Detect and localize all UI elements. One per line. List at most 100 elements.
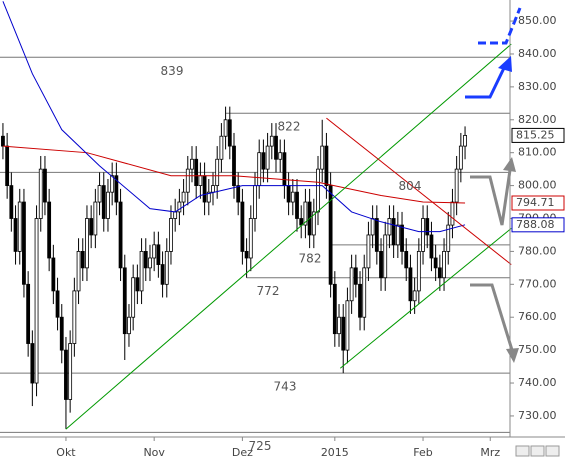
candle-body	[215, 158, 220, 186]
candle-body	[454, 168, 459, 203]
annotations	[465, 7, 522, 363]
candle-body	[114, 175, 119, 203]
candle-body	[194, 158, 199, 186]
candle-body	[93, 201, 98, 236]
candle-body	[463, 135, 467, 147]
y-tick-label: 730.00	[518, 409, 557, 422]
candle-body	[22, 201, 26, 285]
candle-body	[387, 218, 392, 236]
y-tick-label: 850.00	[518, 14, 557, 27]
candle-body	[47, 201, 52, 259]
candle-body	[412, 290, 417, 302]
x-tick-label: Dez	[232, 446, 253, 459]
candle-body	[328, 185, 333, 285]
candle-body	[374, 218, 379, 252]
arrowhead	[503, 157, 516, 172]
candle-body	[400, 224, 404, 252]
overlay-line	[326, 117, 512, 265]
candle-body	[139, 251, 144, 292]
candle-body	[286, 185, 291, 203]
candle-body	[169, 218, 173, 252]
candle-body	[295, 191, 299, 219]
level-label: 822	[278, 120, 301, 134]
candle-body	[253, 185, 257, 219]
arrow-gray-2	[470, 283, 514, 351]
candle-body	[206, 191, 211, 203]
toolbar[interactable]	[515, 445, 560, 457]
x-tick-label: 2015	[321, 446, 349, 459]
price-label: 815.25	[516, 128, 555, 141]
candle-body	[64, 349, 68, 400]
level-label: 839	[161, 64, 184, 78]
tool-button[interactable]	[545, 445, 560, 457]
candle-body	[9, 185, 14, 219]
candle-body	[232, 145, 236, 186]
candle-body	[274, 135, 278, 160]
candle-body	[106, 191, 110, 219]
arrow-up	[465, 67, 506, 99]
candle-body	[219, 135, 224, 160]
candle-body	[89, 218, 94, 236]
y-tick-label: 750.00	[518, 343, 557, 356]
candle-body	[320, 145, 325, 170]
candle-body	[38, 168, 43, 219]
candle-body	[299, 218, 304, 226]
x-tick-label: Feb	[413, 446, 432, 459]
candle-body	[257, 152, 262, 186]
candle-body	[177, 201, 182, 213]
arrowhead	[506, 348, 519, 363]
candle-body	[332, 283, 337, 335]
y-tick-label: 770.00	[518, 277, 557, 290]
x-tick-label: Okt	[56, 446, 76, 459]
overlay-line	[339, 227, 512, 369]
candle-body	[127, 316, 131, 335]
candle-body	[416, 251, 421, 292]
candle-body	[51, 257, 56, 292]
y-tick-label: 760.00	[518, 310, 557, 323]
overlay-line	[65, 43, 512, 430]
candle-body	[190, 158, 194, 170]
y-tick-label: 780.00	[518, 244, 557, 257]
candle-body	[379, 251, 383, 279]
candle-body	[181, 191, 186, 203]
y-tick-label: 740.00	[518, 376, 557, 389]
candle-body	[131, 277, 136, 318]
candle-body	[458, 145, 463, 170]
candle-body	[143, 251, 148, 269]
candle-body	[278, 152, 283, 160]
candle-body	[185, 168, 190, 193]
level-label: 772	[257, 284, 280, 298]
candle-body	[337, 316, 341, 335]
price-label: 788.08	[516, 218, 555, 231]
candle-body	[211, 185, 215, 193]
candle-body	[370, 218, 375, 236]
candle-body	[152, 244, 157, 259]
candle-body	[164, 251, 169, 285]
level-label: 743	[274, 380, 297, 394]
price-box	[511, 217, 565, 233]
candle-body	[244, 251, 249, 259]
candle-body	[148, 257, 152, 269]
y-tick-label: 820.00	[518, 113, 557, 126]
candle-body	[261, 152, 266, 170]
x-tick-label: Nov	[143, 446, 165, 459]
candle-body	[358, 283, 362, 318]
level-label: 804	[399, 179, 422, 193]
level-label: 782	[299, 251, 322, 265]
candle-body	[17, 201, 22, 252]
candle-body	[223, 119, 228, 137]
candle-body	[248, 218, 253, 259]
candle-body	[442, 251, 446, 279]
candle-body	[173, 211, 178, 219]
tool-button[interactable]	[515, 445, 530, 457]
candle-body	[353, 267, 358, 285]
candle-body	[97, 185, 102, 203]
candle-body	[101, 185, 106, 219]
candle-body	[80, 251, 85, 269]
x-tick-label: Mrz	[480, 446, 500, 459]
candle-body	[437, 267, 442, 279]
tool-button[interactable]	[530, 445, 545, 457]
candle-body	[391, 218, 396, 246]
candle-body	[269, 135, 274, 147]
y-tick-label: 830.00	[518, 80, 557, 93]
